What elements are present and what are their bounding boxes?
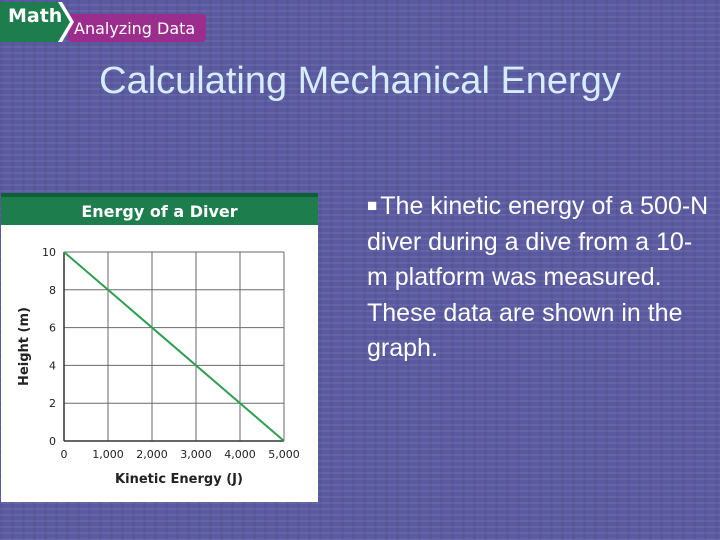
x-axis-label: Kinetic Energy (J) [115, 472, 243, 487]
x-tick-label: 2,000 [136, 448, 168, 461]
y-tick-label: 10 [42, 246, 56, 259]
y-tick-label: 4 [49, 359, 56, 372]
chart-panel: Energy of a Diver 0 2 4 6 8 10 0 1,000 2,000 3,00… [1, 193, 318, 502]
x-tick-label: 1,000 [92, 448, 124, 461]
x-tick-label: 4,000 [224, 448, 256, 461]
y-tick-label: 8 [49, 284, 56, 297]
y-tick-label: 0 [49, 435, 56, 448]
y-axis-label: Height (m) [17, 307, 32, 386]
series-line [63, 251, 285, 442]
chart-plot: 0 2 4 6 8 10 0 1,000 2,000 3,000 4,000 5,000 Kinetic… [17, 246, 300, 487]
bullet-item: ■ The kinetic energy of a 500-N diver dur… [367, 188, 712, 367]
y-tick-label: 6 [49, 322, 56, 335]
x-tick-label: 0 [61, 448, 68, 461]
x-tick-label: 5,000 [268, 448, 300, 461]
badge-subtitle: Analyzing Data [74, 19, 196, 38]
chart-header: Energy of a Diver [1, 193, 318, 225]
bullet-square-icon: ■ [367, 196, 378, 215]
badge-shape [0, 2, 206, 42]
math-badge: Math Analyzing Data [0, 0, 215, 45]
badge-math-label: Math [8, 5, 63, 27]
x-tick-label: 3,000 [180, 448, 212, 461]
chart-title: Energy of a Diver [81, 202, 238, 221]
slide-title: Calculating Mechanical Energy [99, 60, 621, 102]
bullet-text: The kinetic energy of a 500-N diver duri… [367, 192, 709, 362]
y-tick-label: 2 [49, 397, 56, 410]
